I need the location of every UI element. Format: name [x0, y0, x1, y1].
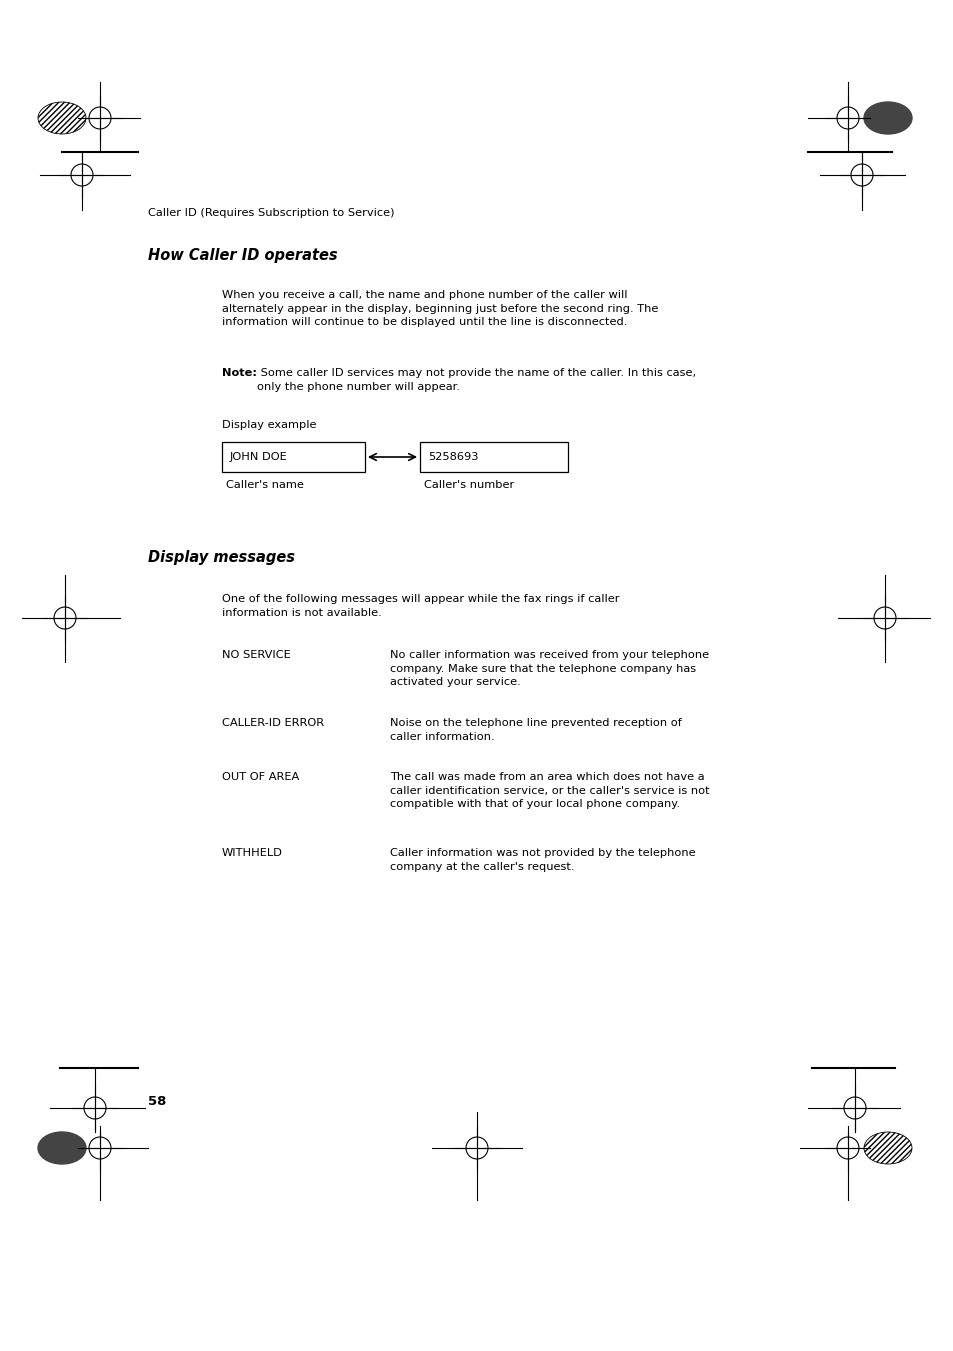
Text: Caller information was not provided by the telephone
company at the caller's req: Caller information was not provided by t…	[390, 848, 695, 871]
Text: When you receive a call, the name and phone number of the caller will
alternatel: When you receive a call, the name and ph…	[222, 290, 658, 327]
Text: NO SERVICE: NO SERVICE	[222, 650, 291, 661]
Text: Display messages: Display messages	[148, 550, 294, 565]
Text: Caller ID (Requires Subscription to Service): Caller ID (Requires Subscription to Serv…	[148, 208, 395, 218]
Text: Caller's number: Caller's number	[423, 480, 514, 490]
Text: Note:: Note:	[222, 367, 256, 378]
Text: CALLER-ID ERROR: CALLER-ID ERROR	[222, 717, 324, 728]
Text: WITHHELD: WITHHELD	[222, 848, 283, 858]
Text: JOHN DOE: JOHN DOE	[230, 453, 288, 462]
Text: How Caller ID operates: How Caller ID operates	[148, 249, 337, 263]
Bar	[419, 442, 567, 471]
Bar	[222, 442, 365, 471]
Ellipse shape	[38, 1132, 86, 1165]
Text: No caller information was received from your telephone
company. Make sure that t: No caller information was received from …	[390, 650, 708, 688]
Text: The call was made from an area which does not have a
caller identification servi: The call was made from an area which doe…	[390, 771, 709, 809]
Text: OUT OF AREA: OUT OF AREA	[222, 771, 299, 782]
Text: Some caller ID services may not provide the name of the caller. In this case,
on: Some caller ID services may not provide …	[256, 367, 696, 392]
Ellipse shape	[863, 1132, 911, 1165]
Text: 5258693: 5258693	[428, 453, 478, 462]
Ellipse shape	[38, 101, 86, 134]
Text: Noise on the telephone line prevented reception of
caller information.: Noise on the telephone line prevented re…	[390, 717, 681, 742]
Text: Display example: Display example	[222, 420, 316, 430]
Text: Caller's name: Caller's name	[226, 480, 304, 490]
Text: 58: 58	[148, 1096, 166, 1108]
Ellipse shape	[863, 101, 911, 134]
Text: One of the following messages will appear while the fax rings if caller
informat: One of the following messages will appea…	[222, 594, 618, 617]
